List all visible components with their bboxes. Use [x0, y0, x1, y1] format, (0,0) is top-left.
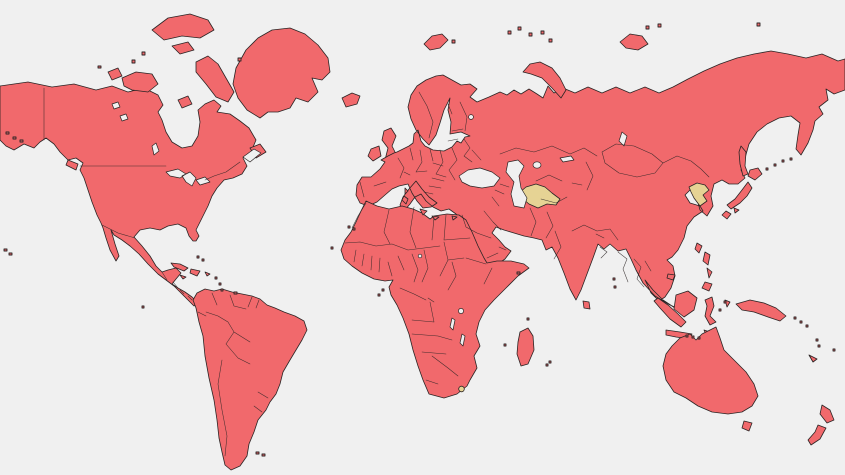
- new-zealand: [807, 404, 835, 446]
- lake-baikal: [618, 131, 628, 147]
- borders-north-america: [43, 87, 241, 301]
- madagascar: [516, 327, 535, 367]
- country-lesotho[interactable]: [458, 385, 465, 393]
- highlighted-countries: [458, 182, 710, 393]
- borders-south-east-asia: [571, 155, 710, 288]
- sumatra: [653, 297, 687, 328]
- landmass-greenland: [232, 27, 331, 119]
- sulawesi: [704, 296, 717, 326]
- canadian-lakes: [111, 101, 160, 156]
- mediterranean-islands: [401, 187, 458, 221]
- hainan: [666, 273, 676, 281]
- great-lakes: [165, 168, 211, 187]
- sakhalin: [738, 145, 749, 177]
- russian-arctic-islands: [423, 33, 649, 99]
- black-sea: [458, 167, 501, 189]
- landmass-africa: [340, 200, 530, 399]
- japan: [721, 167, 763, 220]
- landmasses: [0, 13, 845, 471]
- gulf-of-st-lawrence: [242, 148, 262, 163]
- small-islands: [3, 22, 836, 457]
- lake-victoria: [458, 308, 464, 314]
- landmass-south-america: [192, 288, 308, 471]
- borders-europe: [359, 91, 482, 198]
- border-mongolia: [601, 143, 664, 178]
- landmass-north-america: [0, 81, 257, 307]
- borders-middle-east: [461, 183, 568, 260]
- country-north-korea[interactable]: [688, 182, 710, 207]
- lake-ladoga: [468, 114, 474, 120]
- borders-south-america: [197, 292, 269, 457]
- caspian-sea: [505, 159, 528, 209]
- canadian-arctic-islands: [107, 13, 235, 109]
- tasmania: [741, 420, 753, 432]
- lake-malawi: [459, 333, 466, 347]
- lakes-and-seas: [111, 101, 628, 347]
- borneo: [673, 290, 698, 318]
- lake-balkhash: [559, 155, 575, 163]
- caribbean-islands: [170, 262, 211, 280]
- taiwan: [694, 242, 703, 254]
- borders-africa: [344, 202, 493, 385]
- borders-central-asia: [499, 145, 598, 191]
- new-guinea: [735, 299, 787, 322]
- philippines: [701, 251, 713, 292]
- landmass-australia: [662, 326, 759, 415]
- vancouver-island: [65, 159, 79, 171]
- iceland: [341, 92, 361, 108]
- country-borders: [43, 87, 710, 457]
- sri-lanka: [582, 300, 591, 310]
- lake-tanganyika: [449, 317, 456, 331]
- ireland: [367, 145, 382, 162]
- aral-sea: [532, 161, 542, 169]
- lake-chad: [417, 253, 423, 259]
